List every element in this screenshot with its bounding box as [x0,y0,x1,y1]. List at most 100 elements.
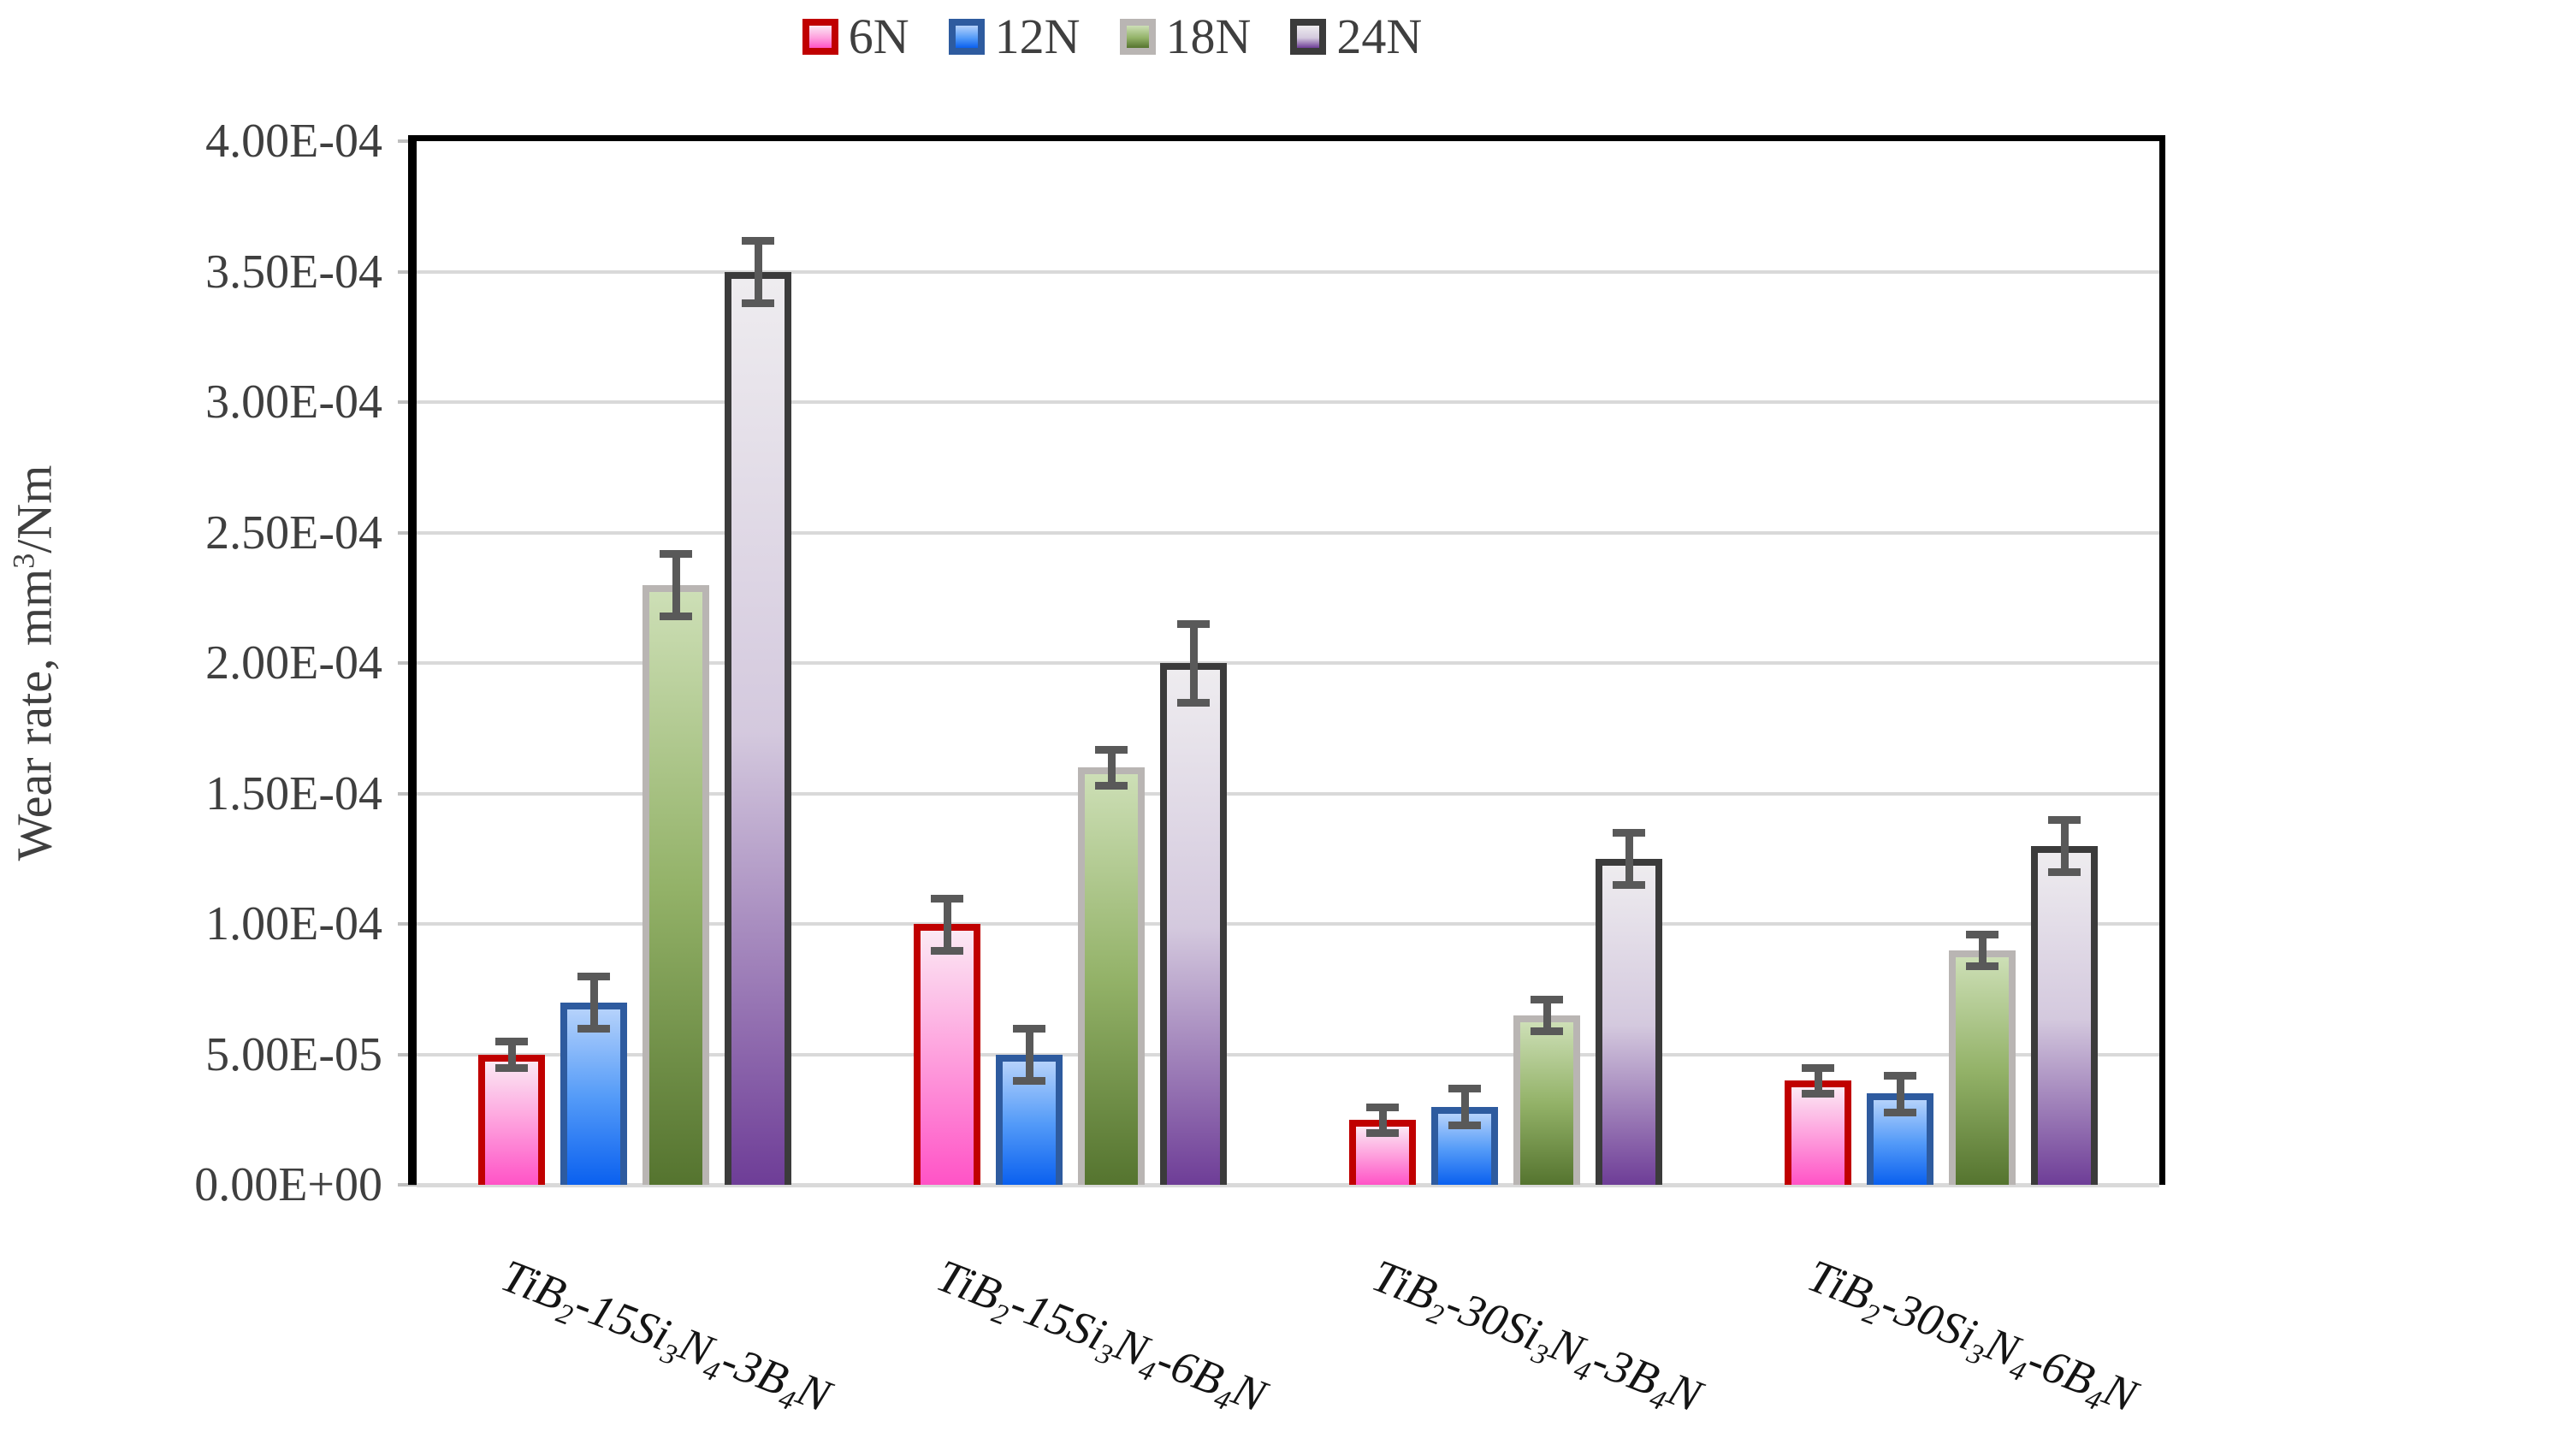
error-bar-cap-bottom [2048,868,2081,876]
error-bar-stem [1979,934,1987,966]
legend-item-18n: 18N [1119,9,1252,64]
y-tick-label: 5.00E-05 [205,1027,382,1081]
plot-border-top [408,135,2165,141]
error-bar-stem [754,240,762,304]
legend-item-6n: 6N [802,12,909,62]
error-bar-cap-bottom [1802,1090,1835,1098]
y-axis-tick [398,661,417,665]
error-bar-cap-top [930,894,963,903]
error-bar-cap-bottom [741,299,774,308]
y-axis-tick [398,400,417,404]
y-axis-tick [398,1183,417,1187]
bar-24n-2 [1159,663,1227,1185]
error-bar-stem [1815,1067,1823,1094]
bar-12n-1 [560,1002,627,1185]
bar-24n-3 [1596,858,1663,1185]
y-tick-label: 2.50E-04 [205,506,382,559]
legend-label: 24N [1336,9,1423,64]
error-bar-cap-top [659,549,692,558]
y-tick-label: 1.00E-04 [205,897,382,950]
error-bar-cap-bottom [1094,782,1128,790]
bar-6n-2 [913,924,980,1185]
error-bar-cap-top [1094,745,1128,754]
error-bar-cap-top [2048,816,2081,824]
x-axis-line [417,1183,2159,1187]
y-axis-tick [398,269,417,274]
y-tick-label: 1.50E-04 [205,766,382,820]
error-bar-stem [589,976,598,1028]
bar-18n-3 [1513,1015,1581,1185]
bar-18n-4 [1949,950,2016,1185]
gridline [417,400,2159,404]
bar-18n-1 [642,584,709,1185]
legend-swatch-icon [802,19,838,55]
y-tick-label: 0.00E+00 [194,1158,382,1211]
error-bar-stem [1189,624,1198,702]
legend-swatch-icon [1119,19,1156,55]
error-bar-cap-top [741,236,774,245]
error-bar-stem [1897,1074,1905,1112]
legend-label: 6N [848,9,909,64]
error-bar-cap-top [1448,1085,1482,1093]
error-bar-stem [943,897,951,950]
legend-label: 12N [994,9,1081,64]
error-bar-cap-top [1613,829,1646,837]
bar-24n-1 [724,271,791,1185]
y-axis-tick [398,922,417,926]
gridline [417,791,2159,796]
y-tick-label: 3.50E-04 [205,245,382,299]
error-bar-cap-bottom [577,1025,610,1033]
bar-18n-2 [1077,767,1145,1185]
error-bar-cap-bottom [1966,962,1999,970]
error-bar-stem [1461,1088,1470,1125]
error-bar-cap-top [494,1038,528,1046]
error-bar-cap-bottom [1613,881,1646,890]
error-bar-stem [1107,749,1116,786]
gridline [417,922,2159,926]
error-bar-cap-top [1802,1063,1835,1072]
error-bar-cap-bottom [1366,1129,1400,1137]
error-bar-cap-bottom [1012,1077,1045,1085]
error-bar-cap-top [1531,996,1564,1004]
y-axis-tick [398,791,417,796]
error-bar-cap-top [1966,931,1999,939]
gridline [417,661,2159,665]
error-bar-stem [2061,820,2069,872]
legend-item-12n: 12N [948,9,1081,64]
plot-border-right [2159,135,2165,1185]
error-bar-cap-bottom [1531,1027,1564,1036]
gridline [417,269,2159,274]
error-bar-stem [1379,1106,1388,1133]
error-bar-cap-top [1884,1071,1917,1080]
gridline [417,1052,2159,1056]
error-bar-cap-bottom [1176,698,1210,707]
legend-swatch-icon [1290,19,1327,55]
bar-6n-1 [477,1054,545,1185]
error-bar-cap-bottom [659,613,692,621]
y-axis-tick [398,1052,417,1056]
error-bar-cap-bottom [1884,1108,1917,1116]
legend-label: 18N [1165,9,1252,64]
error-bar-stem [1543,999,1552,1032]
error-bar-cap-bottom [1448,1121,1482,1129]
error-bar-stem [1625,832,1634,885]
error-bar-stem [672,553,680,617]
legend-item-24n: 24N [1290,12,1422,62]
error-bar-cap-top [1176,620,1210,629]
y-axis-tick [398,139,417,143]
y-tick-label: 3.00E-04 [205,376,382,429]
y-tick-label: 4.00E-04 [205,115,382,168]
error-bar-cap-bottom [930,946,963,955]
legend: 6N 12N 18N 24N [0,7,2224,67]
error-bar-cap-bottom [494,1063,528,1072]
error-bar-stem [1025,1028,1033,1080]
y-tick-label: 2.00E-04 [205,636,382,690]
legend-swatch-icon [948,19,985,55]
bar-24n-4 [2031,845,2099,1185]
error-bar-stem [507,1041,516,1068]
error-bar-cap-top [577,973,610,980]
plot-border-left [408,135,417,1185]
gridline [417,530,2159,535]
error-bar-cap-top [1366,1103,1400,1111]
